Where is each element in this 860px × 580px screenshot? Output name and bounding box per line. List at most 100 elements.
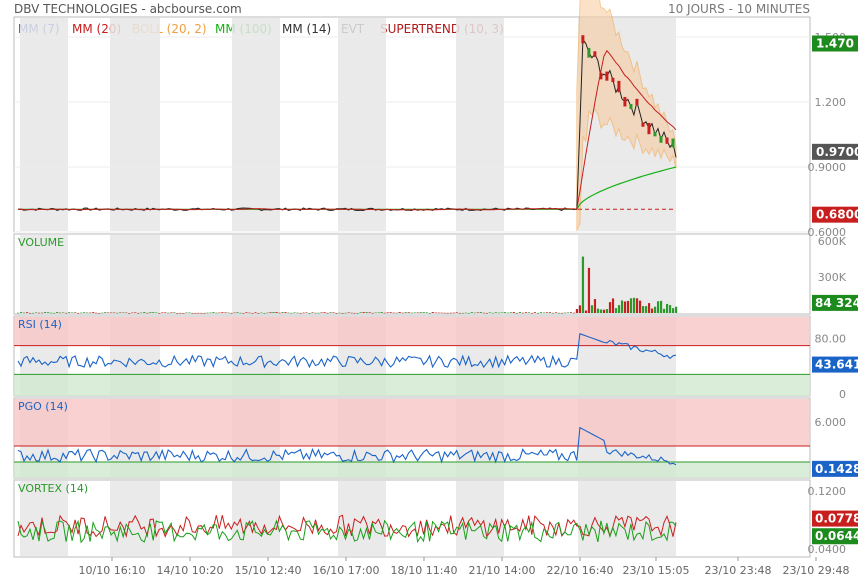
volume-bar <box>662 308 666 313</box>
price-tick: 0.6000 <box>808 226 847 239</box>
volume-bar <box>242 312 245 314</box>
x-tick-label: 18/10 11:40 <box>391 564 458 577</box>
volume-bar <box>329 312 332 313</box>
volume-bar <box>362 312 365 313</box>
chart-period: 10 JOURS - 10 MINUTES <box>668 2 810 16</box>
volume-bar <box>134 312 137 313</box>
volume-bar <box>401 312 404 314</box>
volume-bar <box>281 312 284 313</box>
volume-bar <box>656 301 660 313</box>
volume-bar <box>566 312 570 313</box>
x-tick-label: 14/10 10:20 <box>157 564 224 577</box>
volume-bar <box>284 312 287 313</box>
volume-bar <box>80 312 83 314</box>
volume-bar <box>671 308 675 313</box>
volume-bar <box>644 306 648 313</box>
candle <box>671 138 675 148</box>
volume-bar <box>590 305 594 313</box>
volume-bar <box>542 312 545 314</box>
volume-bar <box>599 309 603 313</box>
volume-bar <box>482 312 485 314</box>
volume-bar <box>182 312 185 314</box>
volume-bar <box>605 309 609 313</box>
time-axis: 10/10 16:10 14/10 10:20 15/10 12:40 16/10 1… <box>79 557 849 577</box>
volume-bar <box>485 312 488 314</box>
session-band <box>232 18 280 231</box>
session-band <box>110 481 160 556</box>
volume-bar <box>341 312 344 314</box>
volume-bar <box>500 312 503 313</box>
volume-bar <box>449 312 452 314</box>
volume-bar <box>260 312 263 314</box>
overbought-zone <box>14 399 810 446</box>
volume-bar <box>665 303 669 313</box>
volume-bar <box>161 312 164 313</box>
volume-bar <box>77 312 80 314</box>
volume-bar <box>443 312 446 314</box>
volume-bar <box>350 312 353 314</box>
volume-bar <box>575 309 579 313</box>
bollinger-band <box>576 0 677 232</box>
vortex-label: VORTEX (14) <box>18 482 88 495</box>
price-badge-text: 1.470 <box>816 37 854 51</box>
chart-title: DBV TECHNOLOGIES - abcbourse.com <box>14 2 242 16</box>
volume-bar <box>518 312 521 313</box>
volume-bar <box>338 312 341 314</box>
volume-bar <box>101 312 104 314</box>
volume-bar <box>71 312 74 313</box>
volume-bar <box>125 312 128 314</box>
volume-bar <box>290 312 293 314</box>
candle <box>629 103 633 110</box>
volume-bar <box>206 312 209 314</box>
volume-bars <box>17 256 678 314</box>
volume-bar <box>353 312 356 314</box>
volume-bar <box>545 312 549 313</box>
session-band <box>456 18 504 231</box>
volume-bar <box>173 312 176 313</box>
volume-bar <box>116 312 119 314</box>
vortex-badge-text: 0.0778 <box>815 512 860 526</box>
volume-bar <box>584 310 588 313</box>
volume-tick: 600K <box>818 235 847 248</box>
volume-bar <box>83 312 86 313</box>
session-band <box>578 481 628 556</box>
rsi-pane: RSI (14) <box>13 315 811 397</box>
volume-bar <box>257 312 260 314</box>
volume-bar <box>368 312 371 313</box>
volume-bar <box>515 312 518 314</box>
oscillator-badge-text: 43.641 <box>815 358 860 372</box>
volume-bar <box>113 312 116 314</box>
session-band <box>338 18 386 231</box>
oscillator-line <box>17 426 677 466</box>
oscillator-badge <box>812 356 858 373</box>
volume-bar <box>143 312 146 313</box>
volume-bar <box>623 301 627 313</box>
session-band <box>20 18 68 231</box>
candle <box>653 132 657 137</box>
vortex-plus-line <box>17 514 677 539</box>
oversold-zone <box>14 374 810 396</box>
volume-bar <box>602 309 606 313</box>
volume-bar <box>335 312 338 314</box>
volume-bar <box>470 312 473 313</box>
volume-bar <box>137 312 140 314</box>
volume-bar <box>203 312 206 314</box>
volume-bar <box>170 312 173 313</box>
session-band <box>456 235 504 313</box>
volume-bar <box>218 312 221 314</box>
volume-bar <box>581 256 585 313</box>
volume-bar <box>200 312 203 314</box>
session-band <box>628 481 676 556</box>
volume-bar <box>224 312 227 313</box>
x-tick-label: 23/10 23:48 <box>705 564 772 577</box>
volume-bar <box>53 312 56 314</box>
price-series <box>17 0 677 232</box>
volume-bar <box>617 305 621 313</box>
volume-bar <box>659 300 663 313</box>
volume-bar <box>461 312 464 314</box>
volume-bar <box>386 312 389 313</box>
volume-bar <box>479 312 482 313</box>
volume-bar <box>467 312 470 314</box>
volume-bar <box>464 312 467 314</box>
volume-bar <box>632 297 636 313</box>
